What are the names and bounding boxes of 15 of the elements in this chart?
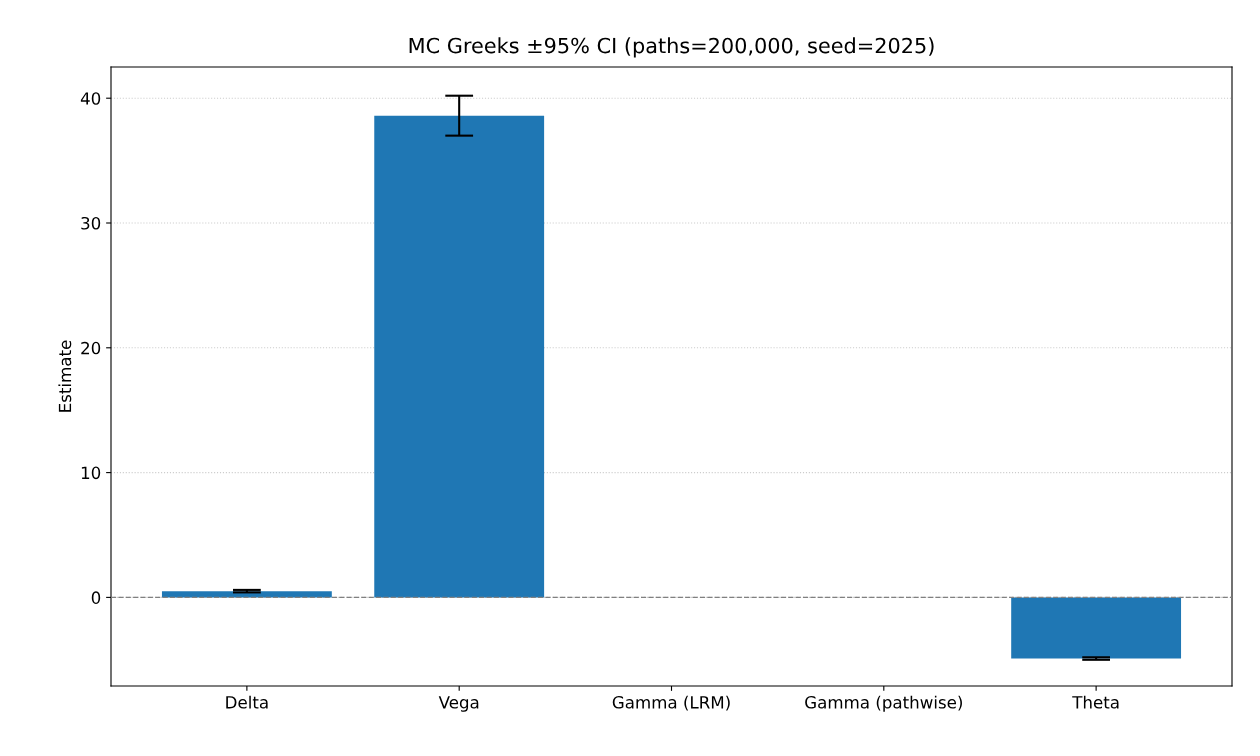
y-tick-label: 30 (81, 216, 101, 230)
y-tick-label: 10 (81, 466, 101, 480)
y-tick-label: 40 (80, 92, 101, 105)
y-tick-label: 20 (81, 341, 101, 355)
x-tick-label: Vega (438, 696, 479, 712)
bar (161, 591, 332, 598)
y-axis-title: Estimate (58, 340, 72, 412)
x-tick-label: Gamma (pathwise) (805, 695, 962, 712)
y-tick-label: 0 (91, 591, 101, 604)
x-tick-label: Gamma (LRM) (612, 695, 730, 711)
x-tick-label: Delta (226, 695, 268, 709)
bar (374, 115, 545, 598)
x-tick-label: Theta (1072, 695, 1119, 709)
bar (1011, 597, 1182, 659)
chart-title: MC Greeks ±95% CI (paths=200,000, seed=2025) (409, 37, 934, 58)
